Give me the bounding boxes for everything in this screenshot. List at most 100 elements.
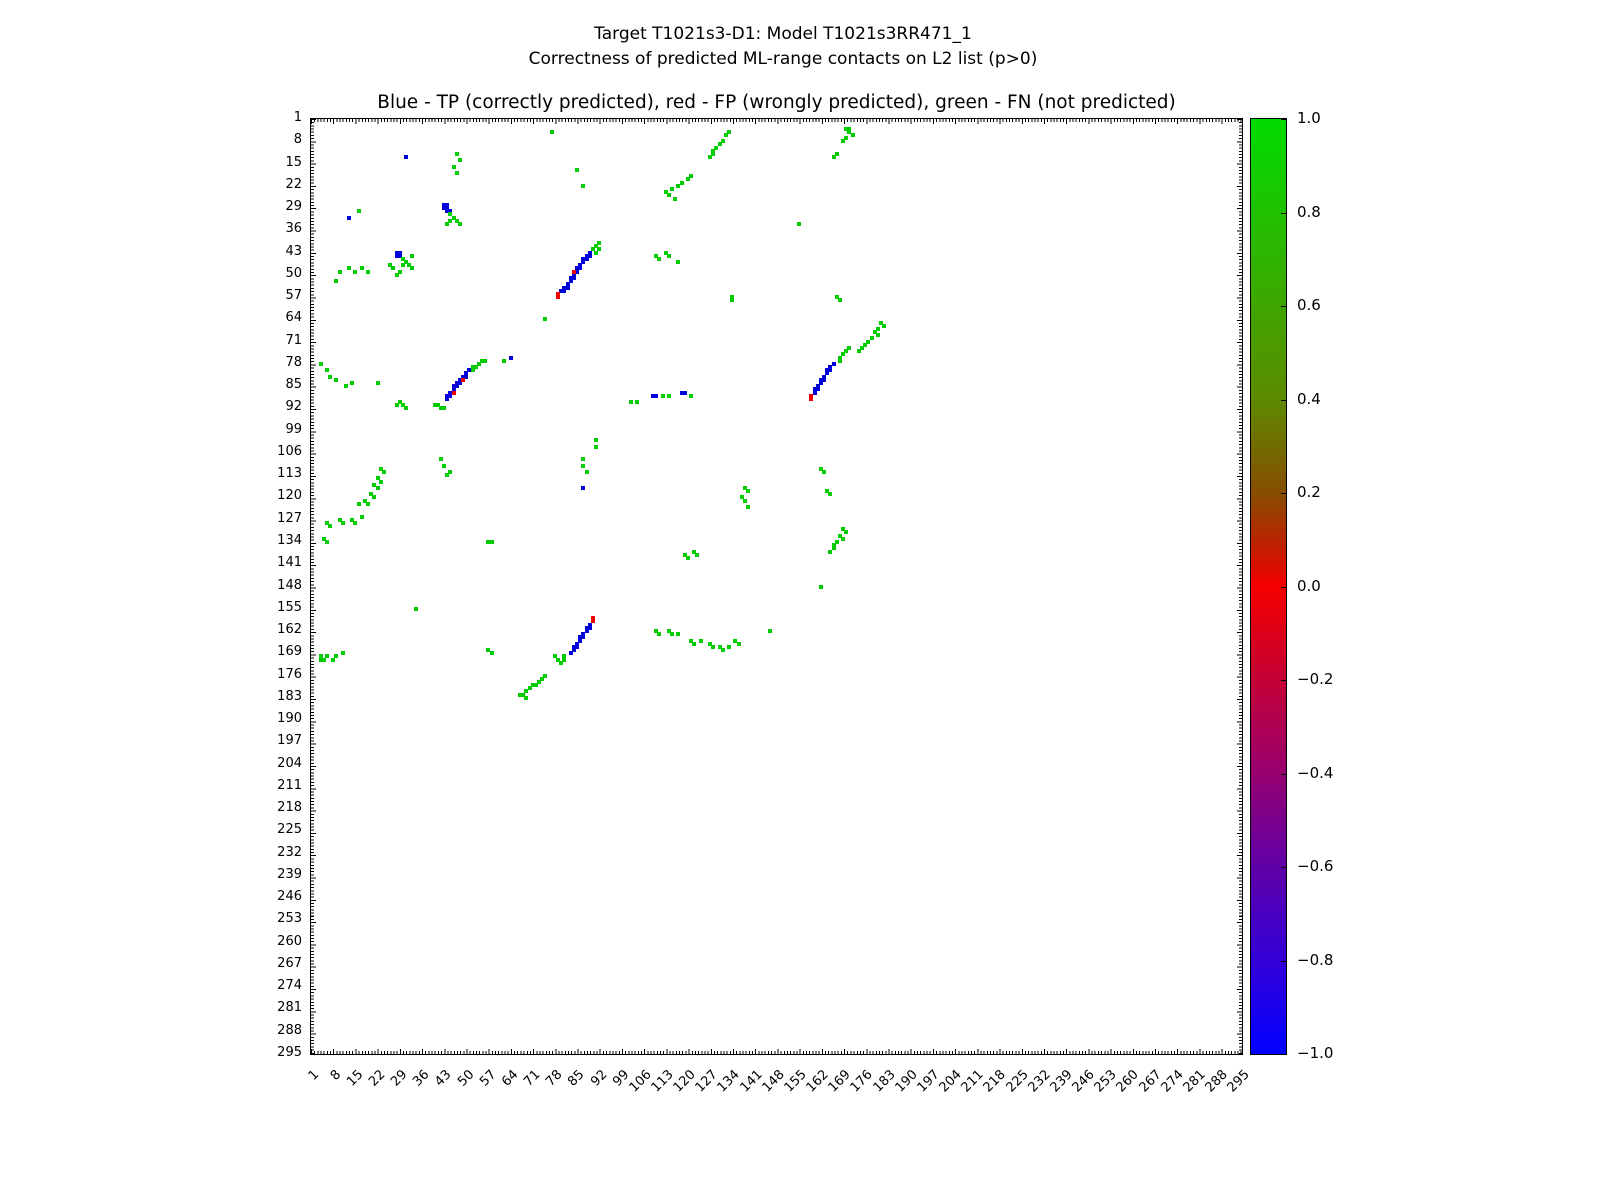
colorbar-tick	[1281, 119, 1286, 120]
fn-data-point	[695, 552, 700, 557]
plot-area	[310, 118, 1243, 1055]
y-tick-label: 36	[285, 221, 302, 237]
fp-data-point	[556, 295, 560, 300]
x-tick-label: 295	[1224, 1067, 1253, 1096]
tp-data-point	[448, 390, 453, 395]
tp-data-point	[467, 368, 472, 373]
fn-data-point	[698, 638, 703, 643]
tp-data-point	[581, 260, 586, 265]
colorbar-tick	[1281, 773, 1286, 775]
fn-data-point	[844, 126, 849, 131]
fn-data-point	[841, 536, 845, 541]
y-tick-label: 134	[277, 532, 302, 548]
fn-data-point	[451, 215, 456, 220]
y-tick-label: 211	[277, 777, 302, 793]
fn-data-point	[356, 209, 361, 214]
y-axis-tick-labels: 1 8 15 22 29 36 43 50 57 64 71 78 85 92 99 106 113 120 127…	[230, 111, 302, 1060]
fn-data-point	[400, 263, 405, 268]
fn-data-point	[340, 520, 345, 525]
fp-data-point	[571, 269, 576, 274]
fn-data-point	[581, 457, 586, 462]
colorbar-tick-label: −0.4	[1297, 763, 1334, 782]
tp-data-point	[825, 368, 830, 373]
tp-data-point	[587, 250, 592, 255]
fn-data-point	[378, 479, 383, 484]
fn-data-point	[404, 406, 408, 411]
fn-data-point	[432, 403, 437, 408]
fp-data-point	[590, 619, 595, 624]
fn-data-point	[866, 339, 871, 344]
fn-data-point	[676, 260, 681, 265]
fn-data-point	[448, 470, 453, 474]
y-tick-label: 148	[277, 577, 302, 593]
y-tick-label: 274	[277, 978, 302, 994]
tp-data-point	[575, 641, 579, 646]
y-tick-label: 162	[277, 622, 302, 638]
fn-data-point	[334, 377, 339, 382]
fn-data-point	[727, 644, 731, 649]
fn-data-point	[837, 355, 842, 360]
tp-data-point	[571, 276, 576, 280]
tp-data-point	[397, 253, 402, 258]
y-tick-label: 218	[277, 800, 302, 816]
y-tick-label: 197	[277, 733, 302, 749]
fn-data-point	[679, 180, 684, 185]
fn-data-point	[530, 683, 535, 688]
y-tick-label: 22	[285, 176, 302, 192]
fn-data-point	[730, 298, 735, 303]
colorbar-tick-label: −0.8	[1297, 950, 1334, 969]
fn-data-point	[663, 250, 668, 255]
fn-data-point	[448, 212, 453, 217]
fp-data-point	[461, 377, 465, 382]
fn-data-point	[524, 695, 529, 700]
fn-data-point	[828, 549, 833, 554]
tp-data-point	[815, 387, 820, 392]
fn-data-point	[442, 463, 446, 468]
tp-data-point	[581, 256, 586, 261]
tp-data-point	[442, 206, 446, 211]
tp-data-point	[571, 272, 576, 277]
fn-data-point	[359, 514, 364, 519]
fn-data-point	[518, 692, 522, 697]
fn-data-point	[324, 539, 329, 544]
fn-data-point	[521, 692, 526, 697]
fn-data-point	[844, 349, 849, 354]
colorbar-tick-label: −1.0	[1297, 1044, 1334, 1062]
fn-data-point	[486, 539, 491, 544]
fn-data-point	[685, 177, 690, 182]
tp-data-point	[575, 269, 579, 274]
fn-data-point	[628, 400, 633, 405]
colorbar-tick	[1281, 867, 1286, 868]
tp-data-point	[584, 629, 589, 634]
tp-data-point	[682, 390, 687, 395]
tp-data-point	[831, 361, 836, 366]
fn-data-point	[331, 657, 336, 662]
x-tick-label-anchor: 295	[1183, 1063, 1253, 1095]
y-tick-label: 232	[277, 844, 302, 860]
colorbar-tick	[1281, 680, 1286, 681]
fn-data-point	[689, 393, 693, 398]
fn-data-point	[375, 476, 380, 481]
fn-data-point	[711, 148, 716, 153]
colorbar-tick	[1281, 586, 1286, 588]
fn-data-point	[404, 260, 408, 265]
tp-data-point	[464, 371, 469, 376]
tp-data-point	[571, 648, 576, 653]
fn-data-point	[375, 380, 380, 385]
colorbar-tick-label: 0.2	[1297, 483, 1321, 501]
fn-data-point	[746, 489, 750, 494]
colorbar-tick-labels: 1.0 0.8 0.6 0.4 0.2 0.0 −0.2 −0.4 −0.6 −0.8 −1.0	[1297, 109, 1367, 1062]
fn-data-point	[834, 151, 839, 156]
fn-data-point	[834, 295, 839, 300]
tp-data-point	[565, 282, 570, 287]
fn-data-point	[438, 457, 443, 462]
fn-data-point	[407, 263, 412, 268]
tp-data-point	[508, 355, 513, 360]
fn-data-point	[372, 495, 377, 500]
y-tick-label: 43	[285, 243, 302, 259]
fn-data-point	[837, 533, 842, 538]
figure-title-line1: Target T1021s3-D1: Model T1021s3RR471_1	[594, 24, 972, 44]
fp-data-point	[590, 616, 595, 621]
colorbar-tick	[1281, 960, 1286, 962]
y-tick-label: 225	[277, 822, 302, 838]
